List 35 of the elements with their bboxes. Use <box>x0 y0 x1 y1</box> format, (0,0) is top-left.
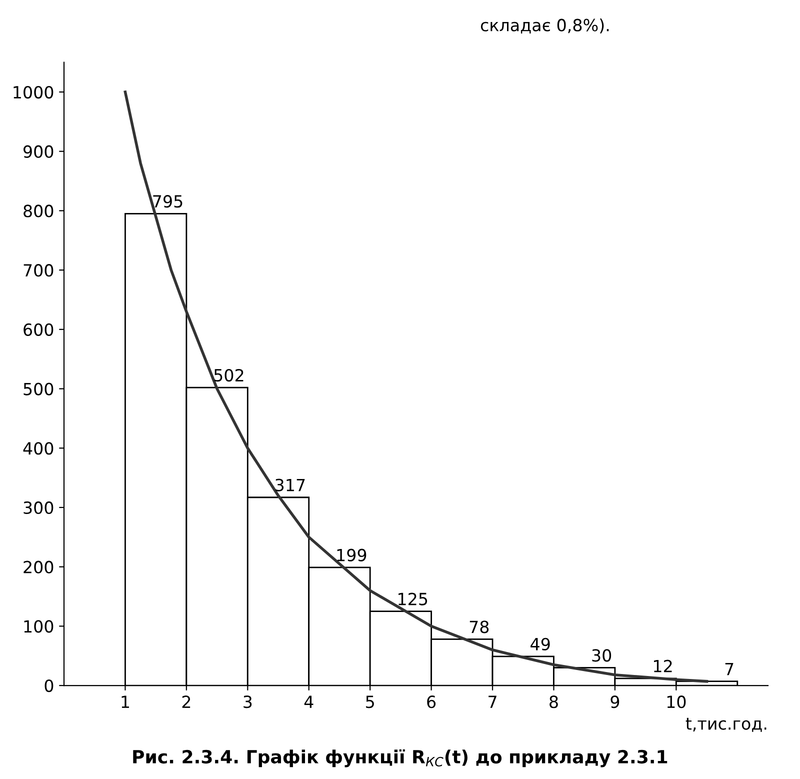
x-tick-label: 6 <box>427 696 436 708</box>
data-label: 125 <box>398 592 428 606</box>
data-label: 49 <box>530 638 550 650</box>
data-label: 502 <box>214 368 244 382</box>
x-tick-label: 4 <box>304 696 314 708</box>
data-label: 78 <box>470 620 489 634</box>
x-tick-label: 2 <box>182 696 190 708</box>
data-label: 199 <box>337 548 366 562</box>
line-series <box>124 90 708 683</box>
y-tick-label: 500 <box>24 382 54 396</box>
y-tick-label: 200 <box>24 560 54 574</box>
y-tick-label: 900 <box>24 145 54 158</box>
text: складає 0,8%). <box>480 18 609 34</box>
y-tick-label: 0 <box>44 679 54 692</box>
x-tick-label: 1 <box>122 696 129 708</box>
y-tick-label: 100 <box>24 620 54 633</box>
y-tick-label: 400 <box>23 442 54 455</box>
x-tick-label: 7 <box>488 696 496 708</box>
x-tick-label: 5 <box>366 696 374 708</box>
data-label: 317 <box>276 478 305 492</box>
data-label: 795 <box>153 195 182 208</box>
x-tick-label: 8 <box>550 696 558 708</box>
data-label: 7 <box>725 662 734 676</box>
x-tick-label: 10 <box>667 696 686 708</box>
x-tick-label: 9 <box>610 696 620 708</box>
y-tick-label: 300 <box>24 501 54 514</box>
x-axis-title: t,тис.год. <box>686 718 766 732</box>
data-label: 12 <box>654 660 672 672</box>
text: Рис. 2.3.4. Графік функції R$_{КС}$(t) до прикладу 2.3.1 <box>133 749 668 768</box>
y-tick-label: 1000 <box>14 86 54 99</box>
y-tick-label: 600 <box>24 323 54 336</box>
y-tick-label: 800 <box>24 204 54 218</box>
data-label: 30 <box>592 649 612 662</box>
y-tick-label: 700 <box>24 264 54 277</box>
x-tick-label: 3 <box>244 696 252 708</box>
